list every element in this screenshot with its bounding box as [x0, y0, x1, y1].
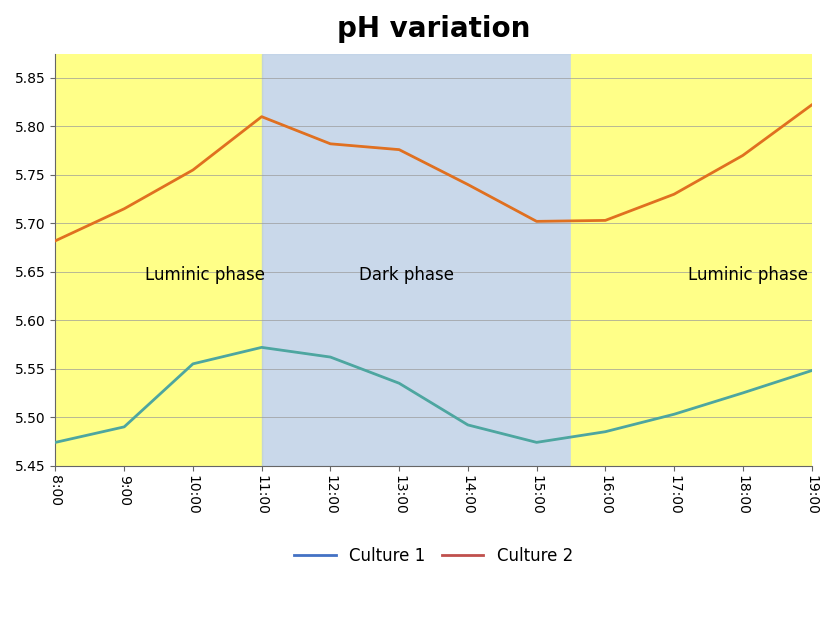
- Bar: [571, 54, 811, 466]
- Culture 1: [669, 410, 679, 418]
- Legend: Culture 1, Culture 2: Culture 1, Culture 2: [287, 540, 580, 571]
- Text: Dark phase: Dark phase: [359, 266, 454, 283]
- Culture 1: [188, 360, 198, 368]
- Text: Luminic phase: Luminic phase: [144, 266, 265, 283]
- Bar: [55, 54, 262, 466]
- Culture 1: [806, 367, 816, 375]
- Culture 1: [119, 423, 129, 431]
- Title: pH variation: pH variation: [337, 15, 530, 43]
- Culture 2: [188, 166, 198, 174]
- Culture 2: [325, 140, 335, 148]
- Culture 2: [257, 113, 267, 120]
- Culture 2: [738, 152, 748, 159]
- Culture 1: [738, 389, 748, 397]
- Culture 1: [532, 438, 542, 446]
- Culture 2: [394, 146, 404, 154]
- Culture 1: [257, 343, 267, 351]
- Culture 2: [50, 237, 60, 245]
- Culture 1: [50, 438, 60, 446]
- Culture 2: [463, 181, 473, 189]
- Culture 1: [463, 421, 473, 429]
- Culture 2: [119, 205, 129, 213]
- Culture 1: [394, 380, 404, 387]
- Bar: [262, 54, 571, 466]
- Culture 1: [325, 354, 335, 361]
- Line: Culture 1: Culture 1: [55, 347, 811, 442]
- Line: Culture 2: Culture 2: [55, 105, 811, 241]
- Culture 2: [601, 217, 611, 224]
- Culture 2: [806, 101, 816, 109]
- Culture 2: [669, 190, 679, 198]
- Culture 1: [601, 428, 611, 436]
- Text: Luminic phase: Luminic phase: [688, 266, 808, 283]
- Culture 2: [532, 218, 542, 225]
